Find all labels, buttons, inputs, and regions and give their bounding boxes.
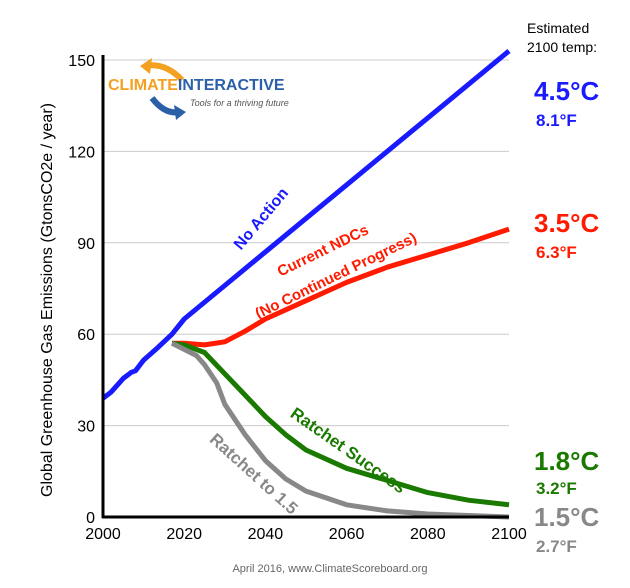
temp-celsius: 3.5°C	[534, 208, 600, 238]
logo-tagline: Tools for a thriving future	[190, 98, 289, 108]
logo: CLIMATEINTERACTIVE Tools for a thriving …	[108, 58, 289, 120]
y-tick-label: 90	[77, 236, 95, 253]
y-tick-label: 60	[77, 327, 95, 344]
temp-fahrenheit: 8.1°F	[536, 111, 577, 130]
x-tick-label: 2000	[85, 526, 121, 543]
y-tick-label: 120	[68, 144, 95, 161]
series-line-3	[170, 341, 510, 520]
temp-header-2: 2100 temp:	[527, 39, 597, 55]
x-tick-label: 2040	[248, 526, 284, 543]
y-tick-label: 30	[77, 419, 95, 436]
logo-arrow-head2-icon	[174, 105, 186, 120]
series-line-0	[101, 48, 511, 401]
series-line-1	[172, 226, 510, 348]
x-tick-label: 2100	[491, 526, 527, 543]
y-axis-label: Global Greenhouse Gas Emissions (GtonsCO…	[39, 103, 56, 497]
logo-arrow-head-icon	[140, 58, 152, 74]
x-tick-label: 2060	[329, 526, 365, 543]
y-tick-label: 0	[86, 510, 95, 527]
x-tick-label: 2020	[166, 526, 202, 543]
temp-celsius: 1.5°C	[534, 502, 600, 532]
series-line-2	[171, 340, 510, 508]
temp-fahrenheit: 2.7°F	[536, 537, 577, 556]
logo-text-2: INTERACTIVE	[178, 77, 285, 94]
logo-wordmark: CLIMATEINTERACTIVE	[108, 77, 285, 94]
y-tick-label: 150	[68, 53, 95, 70]
temp-header-1: Estimated	[527, 20, 589, 36]
footer-credit: April 2016, www.ClimateScoreboard.org	[232, 563, 427, 575]
temp-fahrenheit: 6.3°F	[536, 243, 577, 262]
temp-celsius: 4.5°C	[534, 76, 600, 106]
logo-text-1: CLIMATE	[108, 77, 178, 94]
temp-celsius: 1.8°C	[534, 446, 600, 476]
temp-fahrenheit: 3.2°F	[536, 479, 577, 498]
x-tick-label: 2080	[410, 526, 446, 543]
